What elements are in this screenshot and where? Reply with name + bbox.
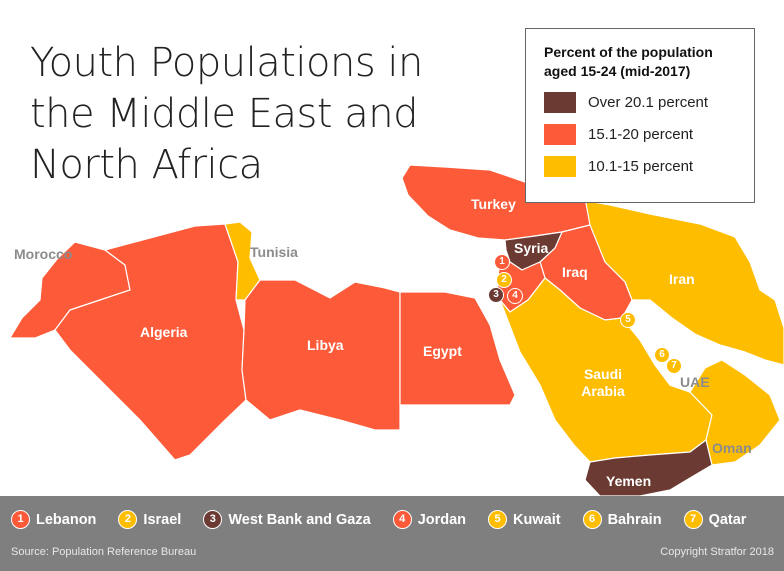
key-label: Lebanon <box>36 511 97 528</box>
label-oman: Oman <box>712 440 752 456</box>
marker-qatar: 7 <box>666 358 682 374</box>
legend-swatch-orange <box>544 124 576 145</box>
legend-item: 10.1-15 percent <box>544 156 738 177</box>
key-item-qatar: 7 Qatar <box>683 510 747 529</box>
legend-swatch-yellow <box>544 156 576 177</box>
label-yemen: Yemen <box>606 473 652 489</box>
legend-label: Over 20.1 percent <box>588 94 709 111</box>
marker-lebanon: 1 <box>494 254 510 270</box>
key-label: Jordan <box>417 511 467 528</box>
legend-swatch-dark <box>544 92 576 113</box>
label-morocco: Morocco <box>14 246 73 262</box>
label-syria: Syria <box>514 240 549 256</box>
key-item-kuwait: 5 Kuwait <box>488 510 561 529</box>
marker-kuwait: 5 <box>620 312 636 328</box>
legend-item: Over 20.1 percent <box>544 92 738 113</box>
marker-jordan: 4 <box>507 288 523 304</box>
key-number-circle: 7 <box>683 510 703 529</box>
copyright-note: Copyright Stratfor 2018 <box>660 546 774 558</box>
key-label: Bahrain <box>607 511 662 528</box>
key-label: Kuwait <box>513 511 561 528</box>
region-libya <box>241 279 401 431</box>
label-algeria: Algeria <box>140 324 188 340</box>
legend-label: 10.1-15 percent <box>588 158 694 175</box>
key-label: West Bank and Gaza <box>228 511 371 528</box>
marker-west-bank-gaza: 3 <box>488 287 504 303</box>
legend-label: 15.1-20 percent <box>588 126 694 143</box>
label-egypt: Egypt <box>423 343 462 359</box>
key-item-bahrain: 6 Bahrain <box>582 510 662 529</box>
key-number-circle: 1 <box>11 510 30 529</box>
region-oman <box>689 359 781 466</box>
label-saudi-arabia: Saudi Arabia <box>581 366 625 399</box>
label-turkey: Turkey <box>471 196 516 212</box>
key-item-lebanon: 1 Lebanon <box>11 510 96 529</box>
label-uae: UAE <box>680 374 710 390</box>
label-iraq: Iraq <box>562 264 588 280</box>
key-item-jordan: 4 Jordan <box>392 510 467 529</box>
key-item-west-bank-gaza: 3 West Bank and Gaza <box>203 510 371 529</box>
legend-title: Percent of the population aged 15-24 (mi… <box>544 44 713 79</box>
key-list: 1 Lebanon 2 Israel 3 West Bank and Gaza … <box>11 510 746 529</box>
label-libya: Libya <box>307 337 344 353</box>
key-number-circle: 6 <box>582 510 602 529</box>
key-number-circle: 5 <box>488 510 508 529</box>
key-number-circle: 2 <box>118 510 138 529</box>
legend-item: 15.1-20 percent <box>544 124 738 145</box>
marker-bahrain: 6 <box>654 347 670 363</box>
label-iran: Iran <box>669 271 695 287</box>
key-number-circle: 3 <box>203 510 223 529</box>
key-label: Israel <box>143 511 182 528</box>
label-tunisia: Tunisia <box>250 244 298 260</box>
key-item-israel: 2 Israel <box>118 510 181 529</box>
key-number-circle: 4 <box>392 510 412 529</box>
marker-israel: 2 <box>496 272 512 288</box>
key-label: Qatar <box>708 511 747 528</box>
region-egypt <box>399 291 516 406</box>
region-yemen <box>584 439 713 497</box>
legend: Percent of the population aged 15-24 (mi… <box>525 28 755 203</box>
source-note: Source: Population Reference Bureau <box>11 546 197 558</box>
key-bar: 1 Lebanon 2 Israel 3 West Bank and Gaza … <box>0 496 784 571</box>
map-title: Youth Populations in the Middle East and… <box>30 40 423 188</box>
